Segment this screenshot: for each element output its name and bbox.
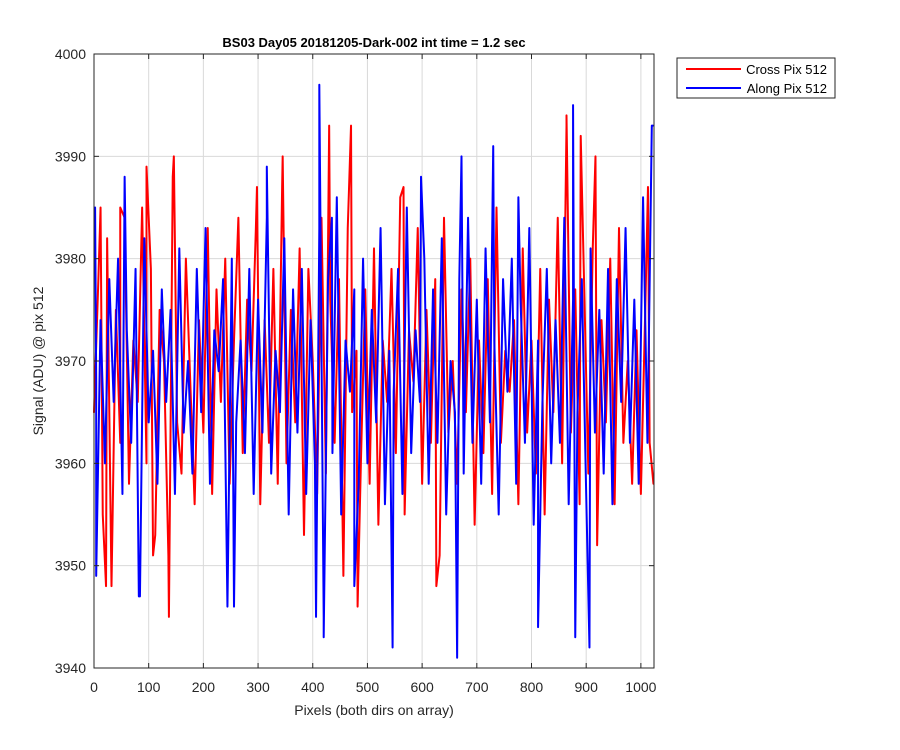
x-tick-label-6: 600 [410, 679, 434, 695]
legend-label-cross: Cross Pix 512 [746, 62, 827, 77]
chart-title: BS03 Day05 20181205-Dark-002 int time = … [222, 35, 525, 50]
y-tick-label-2: 3960 [55, 455, 86, 471]
y-tick-label-5: 3990 [55, 148, 86, 164]
y-tick-label-1: 3950 [55, 558, 86, 574]
y-axis-label: Signal (ADU) @ pix 512 [30, 286, 46, 435]
x-tick-label-1: 100 [137, 679, 161, 695]
legend: Cross Pix 512 Along Pix 512 [676, 57, 836, 99]
legend-box [676, 57, 836, 99]
x-tick-label-8: 800 [520, 679, 544, 695]
x-tick-label-4: 400 [301, 679, 325, 695]
y-tick-label-0: 3940 [55, 660, 86, 676]
legend-label-along: Along Pix 512 [747, 81, 827, 96]
x-tick-label-2: 200 [192, 679, 216, 695]
x-tick-label-3: 300 [246, 679, 270, 695]
x-tick-label-9: 900 [575, 679, 599, 695]
series-line-along-pix-512 [94, 83, 654, 659]
x-tick-label-0: 0 [90, 679, 98, 695]
tick-layer: 0 100 200 300 400 500 600 700 800 900 1000 3940 3950… [55, 46, 657, 695]
y-tick-label-3: 3970 [55, 353, 86, 369]
x-axis-label: Pixels (both dirs on array) [294, 702, 454, 718]
x-tick-label-10: 1000 [625, 679, 656, 695]
y-tick-label-6: 4000 [55, 46, 86, 62]
x-tick-label-7: 700 [465, 679, 489, 695]
y-tick-label-4: 3980 [55, 251, 86, 267]
series-layer [93, 83, 655, 659]
x-tick-label-5: 500 [356, 679, 380, 695]
